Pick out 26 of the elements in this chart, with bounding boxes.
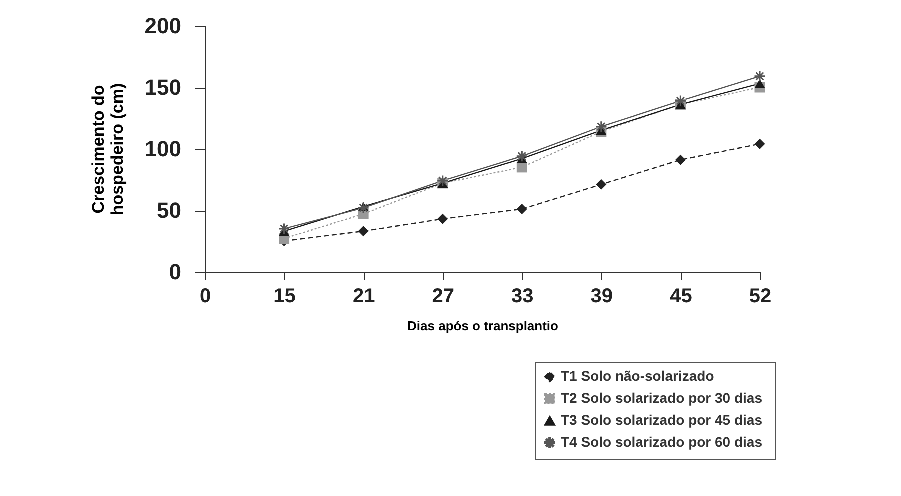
x-tick-label: 21 (352, 286, 376, 308)
x-tick-label: 27 (432, 286, 454, 308)
legend-label: T4 Solo solarizado por 60 dias (561, 434, 763, 450)
y-tick-label: 150 (144, 75, 182, 100)
x-tick-label: 15 (274, 286, 296, 308)
point (358, 226, 369, 237)
x-tick-label: 0 (200, 286, 212, 308)
point (596, 179, 607, 190)
y-axis-title: Crescimento do hospedeiro (cm) (88, 83, 127, 216)
x-tick-label: 39 (590, 286, 614, 308)
legend-label: T3 Solo solarizado por 45 dias (561, 412, 763, 428)
x-tick-label: 33 (512, 286, 534, 308)
y-tick-label: 200 (144, 14, 182, 38)
x-tick-label: 45 (670, 286, 692, 308)
point (675, 154, 686, 166)
point (516, 204, 528, 215)
point (438, 214, 448, 224)
point (754, 138, 766, 150)
x-axis-title: Dias após o transplantio (408, 318, 559, 334)
legend-label: T1 Solo não-solarizado (561, 368, 714, 384)
y-tick-label: 50 (157, 198, 182, 223)
x-tick-label: 52 (749, 286, 772, 308)
legend-label: T2 Solo solarizado por 30 dias (561, 390, 763, 406)
y-tick-label: 0 (169, 260, 182, 284)
y-tick-label: 100 (144, 136, 182, 162)
point (754, 79, 766, 88)
